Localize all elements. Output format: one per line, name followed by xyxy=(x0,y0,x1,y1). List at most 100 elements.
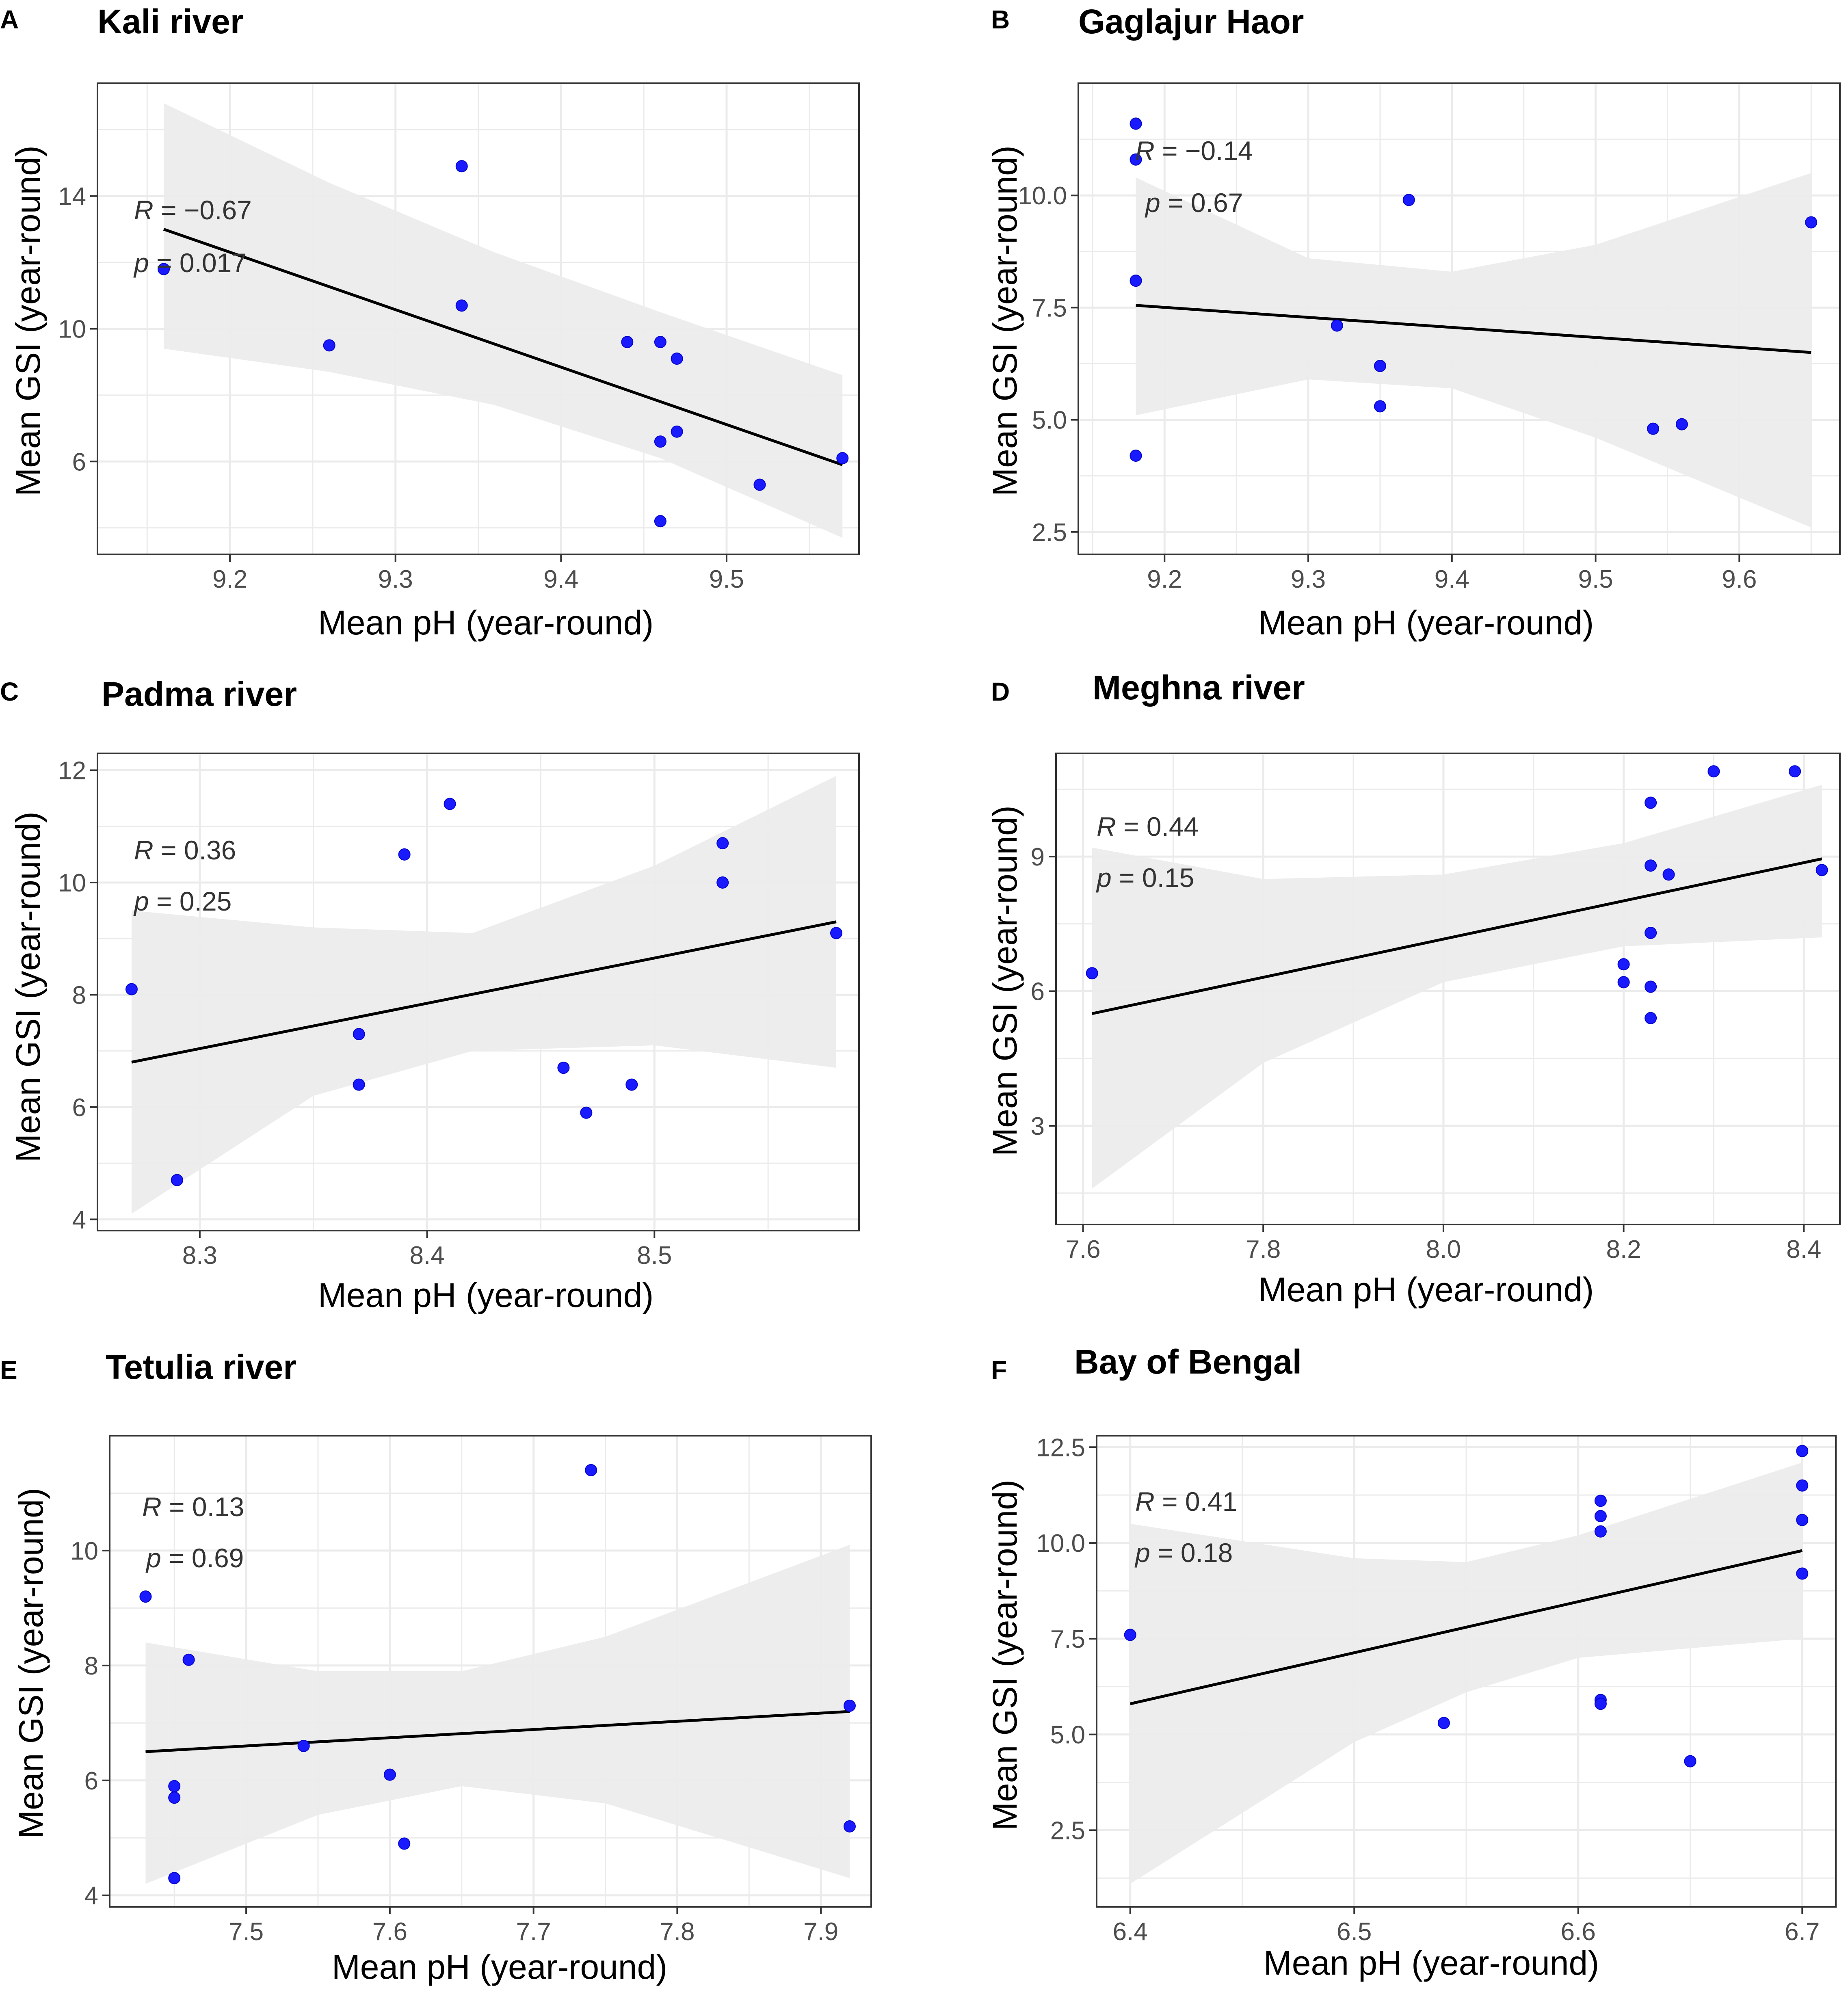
plot-area: 7.5 7.6 7.7 7.8 7.9 4 6 8 10 xyxy=(70,1435,872,1946)
data-point xyxy=(168,1872,181,1884)
data-point xyxy=(168,1791,181,1804)
correlation-r: R = −0.14 xyxy=(1135,136,1253,166)
data-point xyxy=(398,1837,411,1850)
correlation-r: R = 0.13 xyxy=(142,1492,244,1522)
y-tick-label: 10.0 xyxy=(1018,182,1067,210)
data-point xyxy=(297,1739,310,1752)
data-point xyxy=(444,798,456,810)
x-tick-label: 8.3 xyxy=(182,1242,217,1270)
y-tick-label: 4 xyxy=(72,1206,86,1234)
data-point xyxy=(585,1464,597,1476)
confidence-band xyxy=(145,1545,850,1884)
correlation-p: p = 0.69 xyxy=(145,1543,244,1573)
data-point xyxy=(1086,967,1098,980)
x-tick-label: 7.6 xyxy=(372,1918,407,1946)
data-point xyxy=(621,336,634,348)
correlation-r: R = 0.44 xyxy=(1097,811,1199,842)
panel-letter: A xyxy=(0,5,19,34)
plot-border xyxy=(97,753,860,1231)
data-point xyxy=(1594,1525,1607,1538)
correlation-p: p = 0.67 xyxy=(1145,188,1243,218)
data-point xyxy=(168,1780,181,1792)
y-tick-label: 4 xyxy=(84,1882,98,1910)
panel-title: Tetulia river xyxy=(106,1348,296,1386)
data-point xyxy=(1796,1514,1809,1526)
y-axis-title: Mean GSI (year-round) xyxy=(986,805,1024,1156)
plot-area: 8.3 8.4 8.5 4 6 8 10 12 xyxy=(58,753,860,1270)
data-point xyxy=(1645,796,1657,809)
plot-border xyxy=(1055,753,1841,1225)
data-point xyxy=(455,299,468,312)
data-point xyxy=(654,435,666,448)
data-point xyxy=(1796,1479,1809,1492)
plot-area: 6.4 6.5 6.6 6.7 2.5 5.0 7.5 10.0 12.5 xyxy=(1036,1434,1837,1946)
panel-f: F Bay of Bengal 6.4 6.5 6.6 6.7 2.5 5.0 7.5 10.… xyxy=(986,1343,1837,1982)
y-tick-label: 7.5 xyxy=(1050,1625,1085,1653)
data-point xyxy=(1645,859,1657,872)
correlation-p: p = 0.25 xyxy=(133,886,232,916)
confidence-band xyxy=(1092,785,1822,1189)
panel-a: A Kali river 9.2 9.3 9.4 9.5 6 10 14 R = −0.67… xyxy=(0,2,860,642)
data-point xyxy=(1124,1629,1136,1641)
regression-line xyxy=(145,1710,850,1753)
data-point xyxy=(1594,1510,1607,1523)
correlation-r: R = 0.41 xyxy=(1135,1486,1237,1517)
x-tick-label: 7.7 xyxy=(516,1918,551,1946)
panel-title: Padma river xyxy=(102,675,297,713)
panel-letter: B xyxy=(991,5,1010,34)
data-point xyxy=(1130,117,1142,130)
plot-area: 9.2 9.3 9.4 9.5 9.6 2.5 5.0 7.5 10.0 xyxy=(1018,82,1841,593)
data-point xyxy=(1707,765,1720,778)
data-point xyxy=(455,160,468,173)
plot-area: 7.6 7.8 8.0 8.2 8.4 3 6 9 xyxy=(1031,753,1841,1263)
data-point xyxy=(1437,1717,1450,1729)
panel-title: Meghna river xyxy=(1093,668,1305,707)
x-tick-label: 9.6 xyxy=(1722,565,1757,593)
y-tick-label: 12.5 xyxy=(1036,1434,1085,1462)
correlation-p: p = 0.017 xyxy=(133,248,247,278)
data-point xyxy=(671,425,683,438)
x-axis-title: Mean pH (year-round) xyxy=(1264,1944,1599,1982)
regression-line xyxy=(131,920,837,1064)
plot-area: 9.2 9.3 9.4 9.5 6 10 14 xyxy=(58,82,860,593)
x-tick-label: 9.5 xyxy=(1578,565,1613,593)
y-tick-label: 10 xyxy=(58,869,86,897)
data-point xyxy=(1796,1567,1809,1580)
panel-b: B Gaglajur Haor 9.2 9.3 9.4 9.5 9.6 2.5 5.0 7.5… xyxy=(986,2,1841,642)
data-point xyxy=(182,1653,195,1666)
plot-border xyxy=(97,82,860,555)
data-point xyxy=(753,478,766,491)
panel-d: D Meghna river 7.6 7.8 8.0 8.2 8.4 3 6 9 R = 0.… xyxy=(986,668,1841,1309)
data-point xyxy=(1130,449,1142,462)
correlation-p: p = 0.18 xyxy=(1134,1538,1233,1568)
y-tick-label: 2.5 xyxy=(1050,1817,1085,1845)
y-tick-label: 12 xyxy=(58,757,86,785)
data-point xyxy=(1130,275,1142,287)
data-point xyxy=(580,1106,593,1119)
correlation-r: R = 0.36 xyxy=(134,835,236,865)
y-axis-title: Mean GSI (year-round) xyxy=(986,145,1024,496)
panel-letter: F xyxy=(991,1355,1007,1385)
y-tick-label: 10 xyxy=(58,316,86,344)
y-tick-label: 6 xyxy=(72,448,86,476)
data-point xyxy=(1805,216,1818,229)
x-axis-title: Mean pH (year-round) xyxy=(318,1276,654,1314)
y-tick-label: 10 xyxy=(70,1537,98,1565)
data-point xyxy=(557,1062,570,1074)
y-axis-title: Mean GSI (year-round) xyxy=(12,1488,50,1839)
data-point xyxy=(125,983,138,995)
data-point xyxy=(383,1768,396,1781)
y-tick-label: 6 xyxy=(84,1767,98,1795)
y-axis-title: Mean GSI (year-round) xyxy=(9,811,47,1162)
data-point xyxy=(353,1078,365,1091)
x-tick-label: 9.4 xyxy=(1435,565,1469,593)
confidence-band xyxy=(1136,173,1811,528)
data-point xyxy=(671,353,683,365)
data-point xyxy=(1331,319,1343,332)
data-point xyxy=(158,263,170,275)
data-point xyxy=(1594,1495,1607,1507)
x-tick-label: 6.6 xyxy=(1561,1918,1596,1946)
data-point xyxy=(1684,1755,1697,1768)
data-point xyxy=(1617,976,1630,989)
